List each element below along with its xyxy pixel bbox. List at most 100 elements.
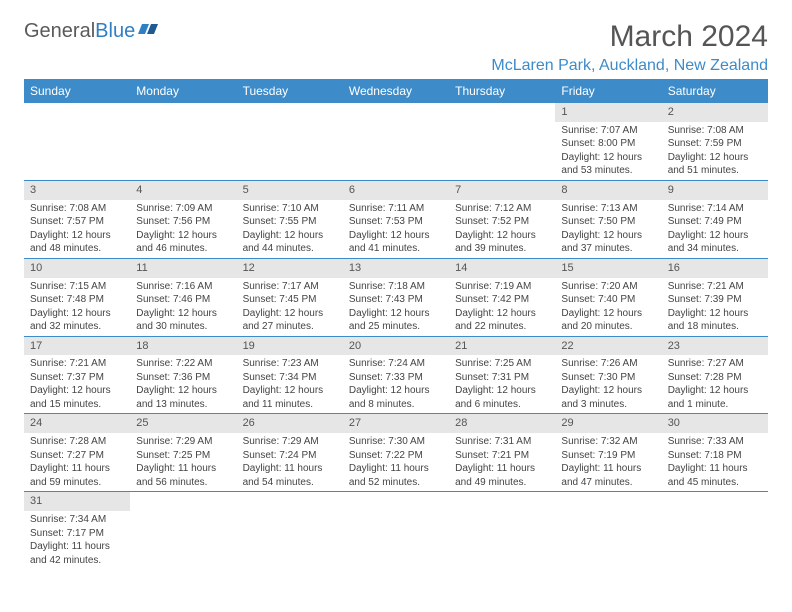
day-cell: 4Sunrise: 7:09 AMSunset: 7:56 PMDaylight… bbox=[130, 180, 236, 258]
brand-text-2: Blue bbox=[95, 20, 135, 43]
day-number: 1 bbox=[555, 103, 661, 122]
day-cell: 21Sunrise: 7:25 AMSunset: 7:31 PMDayligh… bbox=[449, 336, 555, 414]
week-row: 3Sunrise: 7:08 AMSunset: 7:57 PMDaylight… bbox=[24, 180, 768, 258]
day-cell: 18Sunrise: 7:22 AMSunset: 7:36 PMDayligh… bbox=[130, 336, 236, 414]
day-info: Sunrise: 7:27 AMSunset: 7:28 PMDaylight:… bbox=[662, 355, 768, 413]
day-cell: 9Sunrise: 7:14 AMSunset: 7:49 PMDaylight… bbox=[662, 180, 768, 258]
daylight-line: Daylight: 12 hours and 37 minutes. bbox=[561, 229, 655, 256]
day-info: Sunrise: 7:08 AMSunset: 7:59 PMDaylight:… bbox=[662, 122, 768, 180]
weekday-header: Saturday bbox=[662, 79, 768, 103]
week-row: 1Sunrise: 7:07 AMSunset: 8:00 PMDaylight… bbox=[24, 103, 768, 180]
day-number: 11 bbox=[130, 259, 236, 278]
day-number: 15 bbox=[555, 259, 661, 278]
day-info: Sunrise: 7:24 AMSunset: 7:33 PMDaylight:… bbox=[343, 355, 449, 413]
weekday-header-row: SundayMondayTuesdayWednesdayThursdayFrid… bbox=[24, 79, 768, 103]
title-block: March 2024 McLaren Park, Auckland, New Z… bbox=[491, 20, 768, 75]
day-cell: 20Sunrise: 7:24 AMSunset: 7:33 PMDayligh… bbox=[343, 336, 449, 414]
weekday-header: Sunday bbox=[24, 79, 130, 103]
day-number: 22 bbox=[555, 337, 661, 356]
day-cell: 13Sunrise: 7:18 AMSunset: 7:43 PMDayligh… bbox=[343, 258, 449, 336]
sunset-line: Sunset: 7:37 PM bbox=[30, 371, 124, 385]
day-number: 27 bbox=[343, 414, 449, 433]
sunrise-line: Sunrise: 7:08 AM bbox=[30, 202, 124, 216]
sunrise-line: Sunrise: 7:28 AM bbox=[30, 435, 124, 449]
flag-icon bbox=[138, 20, 160, 43]
day-info: Sunrise: 7:29 AMSunset: 7:24 PMDaylight:… bbox=[237, 433, 343, 491]
calendar-body: 1Sunrise: 7:07 AMSunset: 8:00 PMDaylight… bbox=[24, 103, 768, 569]
day-info: Sunrise: 7:09 AMSunset: 7:56 PMDaylight:… bbox=[130, 200, 236, 258]
sunrise-line: Sunrise: 7:08 AM bbox=[668, 124, 762, 138]
day-number: 3 bbox=[24, 181, 130, 200]
sunrise-line: Sunrise: 7:22 AM bbox=[136, 357, 230, 371]
sunset-line: Sunset: 7:50 PM bbox=[561, 215, 655, 229]
day-number: 14 bbox=[449, 259, 555, 278]
day-number: 25 bbox=[130, 414, 236, 433]
day-number: 6 bbox=[343, 181, 449, 200]
week-row: 10Sunrise: 7:15 AMSunset: 7:48 PMDayligh… bbox=[24, 258, 768, 336]
sunrise-line: Sunrise: 7:14 AM bbox=[668, 202, 762, 216]
empty-cell bbox=[555, 492, 661, 569]
daylight-line: Daylight: 12 hours and 11 minutes. bbox=[243, 384, 337, 411]
day-info: Sunrise: 7:21 AMSunset: 7:37 PMDaylight:… bbox=[24, 355, 130, 413]
day-info: Sunrise: 7:13 AMSunset: 7:50 PMDaylight:… bbox=[555, 200, 661, 258]
day-cell: 14Sunrise: 7:19 AMSunset: 7:42 PMDayligh… bbox=[449, 258, 555, 336]
day-cell: 31Sunrise: 7:34 AMSunset: 7:17 PMDayligh… bbox=[24, 492, 130, 569]
sunset-line: Sunset: 7:56 PM bbox=[136, 215, 230, 229]
daylight-line: Daylight: 12 hours and 1 minute. bbox=[668, 384, 762, 411]
sunrise-line: Sunrise: 7:20 AM bbox=[561, 280, 655, 294]
day-info: Sunrise: 7:10 AMSunset: 7:55 PMDaylight:… bbox=[237, 200, 343, 258]
day-info: Sunrise: 7:08 AMSunset: 7:57 PMDaylight:… bbox=[24, 200, 130, 258]
daylight-line: Daylight: 12 hours and 44 minutes. bbox=[243, 229, 337, 256]
sunset-line: Sunset: 7:21 PM bbox=[455, 449, 549, 463]
day-info: Sunrise: 7:19 AMSunset: 7:42 PMDaylight:… bbox=[449, 278, 555, 336]
daylight-line: Daylight: 12 hours and 20 minutes. bbox=[561, 307, 655, 334]
day-info: Sunrise: 7:11 AMSunset: 7:53 PMDaylight:… bbox=[343, 200, 449, 258]
sunrise-line: Sunrise: 7:09 AM bbox=[136, 202, 230, 216]
sunrise-line: Sunrise: 7:11 AM bbox=[349, 202, 443, 216]
day-number: 5 bbox=[237, 181, 343, 200]
daylight-line: Daylight: 12 hours and 25 minutes. bbox=[349, 307, 443, 334]
day-cell: 12Sunrise: 7:17 AMSunset: 7:45 PMDayligh… bbox=[237, 258, 343, 336]
daylight-line: Daylight: 11 hours and 56 minutes. bbox=[136, 462, 230, 489]
day-info: Sunrise: 7:29 AMSunset: 7:25 PMDaylight:… bbox=[130, 433, 236, 491]
sunset-line: Sunset: 7:55 PM bbox=[243, 215, 337, 229]
sunset-line: Sunset: 7:22 PM bbox=[349, 449, 443, 463]
sunset-line: Sunset: 7:30 PM bbox=[561, 371, 655, 385]
week-row: 31Sunrise: 7:34 AMSunset: 7:17 PMDayligh… bbox=[24, 492, 768, 569]
weekday-header: Wednesday bbox=[343, 79, 449, 103]
sunset-line: Sunset: 7:40 PM bbox=[561, 293, 655, 307]
sunset-line: Sunset: 7:59 PM bbox=[668, 137, 762, 151]
day-cell: 10Sunrise: 7:15 AMSunset: 7:48 PMDayligh… bbox=[24, 258, 130, 336]
day-number: 9 bbox=[662, 181, 768, 200]
day-info: Sunrise: 7:15 AMSunset: 7:48 PMDaylight:… bbox=[24, 278, 130, 336]
sunset-line: Sunset: 7:53 PM bbox=[349, 215, 443, 229]
empty-cell bbox=[130, 103, 236, 180]
day-info: Sunrise: 7:16 AMSunset: 7:46 PMDaylight:… bbox=[130, 278, 236, 336]
day-info: Sunrise: 7:30 AMSunset: 7:22 PMDaylight:… bbox=[343, 433, 449, 491]
empty-cell bbox=[449, 492, 555, 569]
day-number: 18 bbox=[130, 337, 236, 356]
day-cell: 6Sunrise: 7:11 AMSunset: 7:53 PMDaylight… bbox=[343, 180, 449, 258]
daylight-line: Daylight: 11 hours and 42 minutes. bbox=[30, 540, 124, 567]
header: GeneralBlue March 2024 McLaren Park, Auc… bbox=[24, 20, 768, 75]
day-info: Sunrise: 7:20 AMSunset: 7:40 PMDaylight:… bbox=[555, 278, 661, 336]
daylight-line: Daylight: 11 hours and 49 minutes. bbox=[455, 462, 549, 489]
sunrise-line: Sunrise: 7:33 AM bbox=[668, 435, 762, 449]
empty-cell bbox=[662, 492, 768, 569]
sunrise-line: Sunrise: 7:30 AM bbox=[349, 435, 443, 449]
day-number: 21 bbox=[449, 337, 555, 356]
daylight-line: Daylight: 12 hours and 13 minutes. bbox=[136, 384, 230, 411]
day-cell: 3Sunrise: 7:08 AMSunset: 7:57 PMDaylight… bbox=[24, 180, 130, 258]
calendar-table: SundayMondayTuesdayWednesdayThursdayFrid… bbox=[24, 79, 768, 569]
day-info: Sunrise: 7:34 AMSunset: 7:17 PMDaylight:… bbox=[24, 511, 130, 569]
day-cell: 27Sunrise: 7:30 AMSunset: 7:22 PMDayligh… bbox=[343, 414, 449, 492]
sunset-line: Sunset: 7:17 PM bbox=[30, 527, 124, 541]
sunrise-line: Sunrise: 7:13 AM bbox=[561, 202, 655, 216]
sunrise-line: Sunrise: 7:18 AM bbox=[349, 280, 443, 294]
sunset-line: Sunset: 7:28 PM bbox=[668, 371, 762, 385]
daylight-line: Daylight: 12 hours and 34 minutes. bbox=[668, 229, 762, 256]
day-number: 12 bbox=[237, 259, 343, 278]
day-info: Sunrise: 7:33 AMSunset: 7:18 PMDaylight:… bbox=[662, 433, 768, 491]
daylight-line: Daylight: 12 hours and 39 minutes. bbox=[455, 229, 549, 256]
sunrise-line: Sunrise: 7:17 AM bbox=[243, 280, 337, 294]
